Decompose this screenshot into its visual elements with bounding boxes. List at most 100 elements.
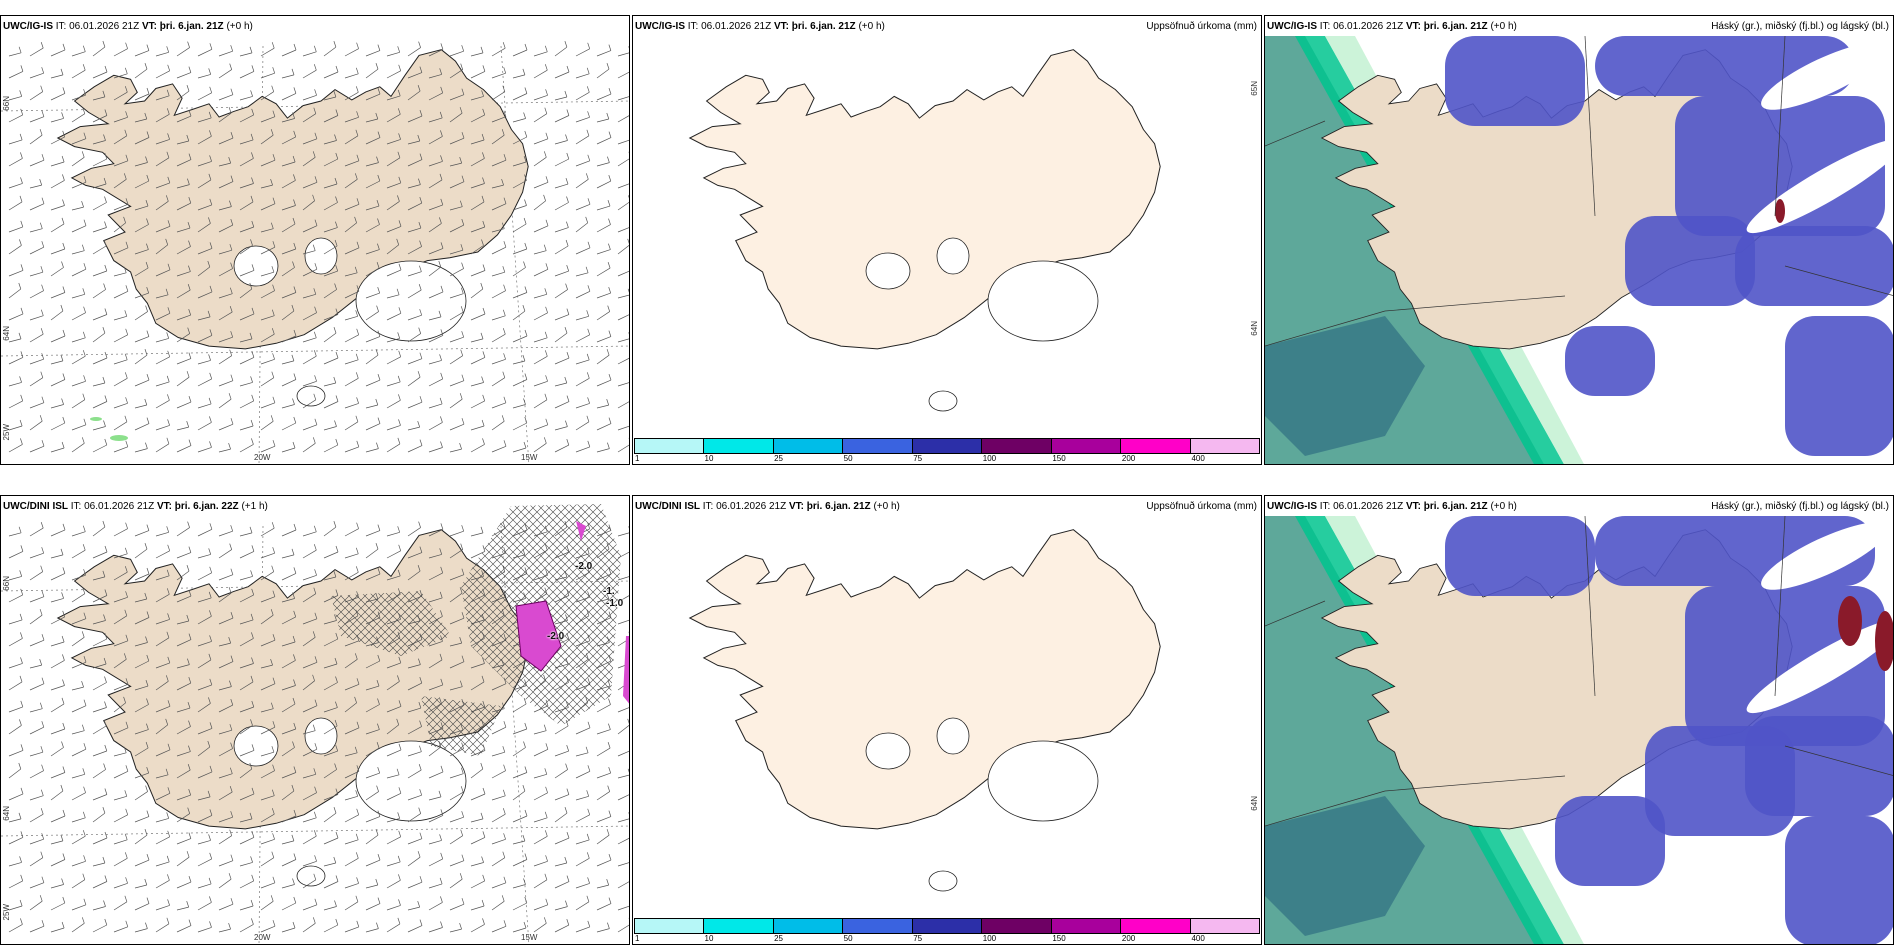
wind-barb [375, 112, 379, 120]
wind-barb [356, 241, 360, 248]
wind-barb [92, 881, 108, 889]
wind-barb [566, 918, 570, 926]
wind-barb [365, 311, 379, 321]
wind-barb [260, 271, 274, 277]
wind-barb [323, 794, 339, 801]
wind-barb [61, 878, 64, 885]
wind-barb [377, 698, 380, 705]
wind-barb [523, 155, 527, 163]
high-cloud-area [1675, 96, 1885, 236]
wind-barb [187, 658, 190, 665]
wind-barb [398, 176, 402, 184]
wind-barb [314, 89, 317, 96]
wind-barb [8, 400, 23, 409]
wind-barb [335, 589, 339, 596]
wind-barb [155, 201, 169, 211]
wind-barb [440, 329, 444, 336]
wind-barb [113, 160, 129, 167]
wind-barb [102, 90, 106, 98]
wind-barb [155, 575, 170, 581]
wind-barb [124, 372, 128, 379]
colorbar-tick-label: 400 [1191, 934, 1205, 943]
wind-barb [113, 795, 127, 801]
wind-barb [335, 918, 339, 926]
wind-barb [554, 140, 568, 145]
wind-barb [533, 879, 548, 889]
wind-barb [440, 43, 444, 50]
wind-barb [209, 635, 212, 642]
wind-barb [29, 571, 43, 581]
wind-barb [407, 813, 421, 823]
wind-barb [449, 224, 464, 233]
wind-barb [344, 116, 359, 123]
wind-barb [407, 184, 421, 189]
wind-barb [229, 543, 233, 550]
wind-barb [314, 898, 318, 905]
wind-barb [470, 837, 486, 845]
wind-barb [459, 200, 463, 207]
wind-barb [630, 419, 631, 425]
wind-barb [260, 72, 275, 79]
wind-barb [218, 398, 232, 409]
wind-barb [503, 833, 506, 840]
wind-barb [533, 923, 547, 933]
wind-barb [145, 199, 149, 207]
wind-barb [113, 752, 127, 757]
wind-barb [344, 752, 358, 757]
wind-barb [302, 549, 317, 559]
wind-barb [512, 118, 526, 123]
wind-barb [270, 658, 273, 666]
wind-barb [187, 701, 191, 709]
wind-barb [312, 244, 316, 251]
wind-barb [314, 418, 318, 425]
wind-barb [628, 195, 629, 199]
wind-barb [125, 285, 129, 292]
wind-barb [272, 67, 276, 74]
wind-barb [239, 905, 254, 911]
wind-barb [449, 791, 464, 801]
wind-barb [386, 51, 400, 57]
wind-barb [481, 239, 484, 246]
wind-barb [365, 423, 381, 431]
wind-barb [251, 744, 255, 751]
wind-barb [176, 682, 191, 691]
wind-barb [71, 157, 85, 167]
wind-barb [596, 704, 611, 713]
wind-barb [123, 266, 127, 273]
wind-barb [545, 263, 549, 270]
wind-barb [377, 131, 381, 138]
wind-barb [544, 873, 548, 880]
wind-barb [482, 438, 485, 445]
wind-barb [523, 112, 526, 119]
wind-barb [428, 554, 442, 559]
wind-barb [71, 181, 87, 189]
wind-barb [92, 444, 107, 453]
wind-barb [575, 179, 589, 189]
wind-barb [523, 441, 527, 449]
wind-barb [302, 904, 318, 911]
wind-barb [155, 51, 169, 57]
wind-barb [617, 725, 629, 735]
wind-barb [270, 415, 274, 422]
wind-barb [398, 350, 402, 357]
wind-barb [356, 920, 360, 928]
wind-barb [544, 288, 548, 295]
wind-barb [155, 338, 169, 343]
wind-barb [8, 706, 23, 713]
wind-barb [29, 228, 43, 233]
colorbar-segment [635, 919, 705, 933]
wind-barb [41, 721, 45, 728]
lon-label: 20W [254, 933, 271, 942]
wind-barb [533, 380, 548, 387]
wind-barb [491, 421, 505, 431]
wind-barb [188, 66, 192, 73]
wind-barb [61, 217, 65, 225]
wind-barb [186, 564, 190, 572]
wind-barb [281, 815, 297, 823]
contour-label: -1.0 [606, 598, 624, 609]
wind-barb [302, 250, 316, 255]
wind-barb [407, 115, 423, 123]
wind-barb [575, 926, 590, 933]
wind-barb [481, 675, 485, 683]
wind-barb [470, 880, 485, 889]
